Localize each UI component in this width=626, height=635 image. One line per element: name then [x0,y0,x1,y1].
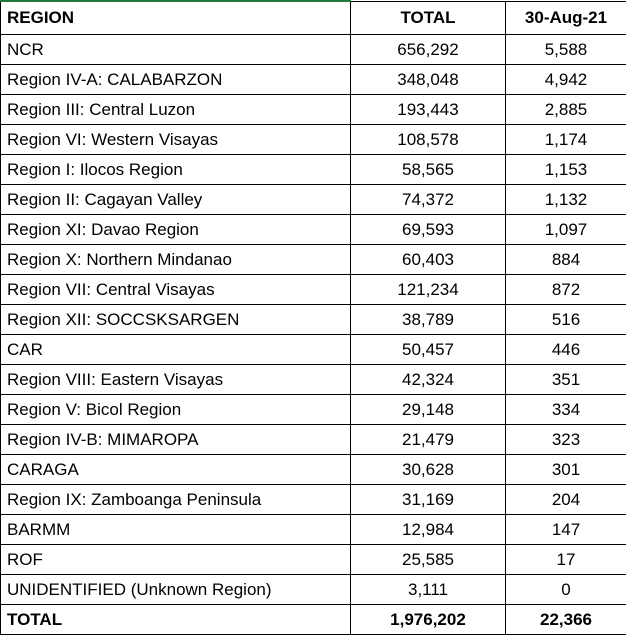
region-cell: Region XII: SOCCSKSARGEN [1,305,351,335]
number-cell: 872 [506,275,626,305]
region-cell: NCR [1,35,351,65]
region-cell: Region V: Bicol Region [1,395,351,425]
number-cell: 74,372 [351,185,506,215]
number-cell: 1,153 [506,155,626,185]
number-cell: 31,169 [351,485,506,515]
number-cell: 29,148 [351,395,506,425]
region-cell: Region VII: Central Visayas [1,275,351,305]
number-cell: 1,976,202 [351,605,506,635]
region-cell: Region VIII: Eastern Visayas [1,365,351,395]
number-cell: 12,984 [351,515,506,545]
number-cell: 42,324 [351,365,506,395]
number-cell: 22,366 [506,605,626,635]
number-cell: 301 [506,455,626,485]
region-cell: CAR [1,335,351,365]
number-cell: 38,789 [351,305,506,335]
number-cell: 69,593 [351,215,506,245]
region-cell: Region IV-A: CALABARZON [1,65,351,95]
number-cell: 108,578 [351,125,506,155]
number-cell: 30,628 [351,455,506,485]
number-cell: 1,174 [506,125,626,155]
number-cell: 351 [506,365,626,395]
number-cell: 25,585 [351,545,506,575]
number-cell: 5,588 [506,35,626,65]
number-cell: 21,479 [351,425,506,455]
region-cell: ROF [1,545,351,575]
region-cell: Region III: Central Luzon [1,95,351,125]
region-cell: Region IV-B: MIMAROPA [1,425,351,455]
number-cell: 884 [506,245,626,275]
number-cell: 17 [506,545,626,575]
number-cell: 58,565 [351,155,506,185]
number-cell: 1,132 [506,185,626,215]
region-cell: Region XI: Davao Region [1,215,351,245]
region-cell: BARMM [1,515,351,545]
number-cell: 2,885 [506,95,626,125]
region-cell: Region II: Cagayan Valley [1,185,351,215]
number-cell: TOTAL [351,1,506,35]
number-cell: 30-Aug-21 [506,1,626,35]
number-cell: 656,292 [351,35,506,65]
region-cell: Region X: Northern Mindanao [1,245,351,275]
number-cell: 193,443 [351,95,506,125]
region-cell: Region IX: Zamboanga Peninsula [1,485,351,515]
region-cell: CARAGA [1,455,351,485]
number-cell: 323 [506,425,626,455]
number-cell: 204 [506,485,626,515]
region-cell: TOTAL [1,605,351,635]
number-cell: 50,457 [351,335,506,365]
number-cell: 60,403 [351,245,506,275]
region-cell: Region I: Ilocos Region [1,155,351,185]
number-cell: 334 [506,395,626,425]
region-cell: UNIDENTIFIED (Unknown Region) [1,575,351,605]
number-cell: 446 [506,335,626,365]
number-cell: 516 [506,305,626,335]
number-cell: 3,111 [351,575,506,605]
number-cell: 121,234 [351,275,506,305]
number-cell: 0 [506,575,626,605]
number-cell: 348,048 [351,65,506,95]
region-cell: Region VI: Western Visayas [1,125,351,155]
number-cell: 4,942 [506,65,626,95]
region-cell: REGION [1,1,351,35]
number-cell: 1,097 [506,215,626,245]
number-cell: 147 [506,515,626,545]
